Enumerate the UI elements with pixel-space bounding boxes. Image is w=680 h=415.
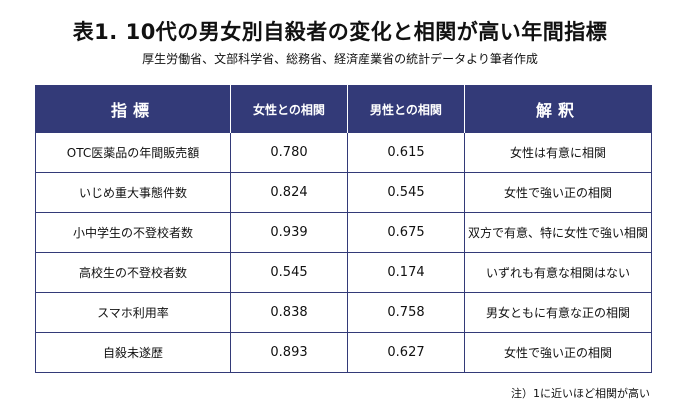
interpretation-cell: 女性は有意に相関: [464, 132, 652, 173]
table-row: 小中学生の不登校者数 0.939 0.675 双方で有意、特に女性で強い相関: [35, 212, 652, 253]
interpretation-cell: 男女ともに有意な正の相関: [464, 292, 652, 333]
interpretation-cell: いずれも有意な相関はない: [464, 252, 652, 293]
male-value-cell: 0.675: [347, 212, 465, 253]
correlation-table: 指標 女性との相関 男性との相関 解釈 OTC医薬品の年間販売額 0.780 0…: [35, 85, 652, 373]
indicator-cell: 高校生の不登校者数: [35, 252, 231, 293]
male-value-cell: 0.627: [347, 332, 465, 373]
female-value-cell: 0.824: [230, 172, 348, 213]
female-value-cell: 0.893: [230, 332, 348, 373]
indicator-cell: 小中学生の不登校者数: [35, 212, 231, 253]
indicator-cell: OTC医薬品の年間販売額: [35, 132, 231, 173]
male-value-cell: 0.615: [347, 132, 465, 173]
male-value-cell: 0.758: [347, 292, 465, 333]
table-row: スマホ利用率 0.838 0.758 男女ともに有意な正の相関: [35, 292, 652, 333]
table-subtitle: 厚生労働省、文部科学省、総務省、経済産業省の統計データより筆者作成: [142, 52, 538, 66]
female-value-cell: 0.838: [230, 292, 348, 333]
male-value-cell: 0.174: [347, 252, 465, 293]
indicator-cell: スマホ利用率: [35, 292, 231, 333]
interpretation-cell: 双方で有意、特に女性で強い相関: [464, 212, 652, 253]
male-value-cell: 0.545: [347, 172, 465, 213]
interpretation-cell: 女性で強い正の相関: [464, 172, 652, 213]
footnote: 注）1に近いほど相関が高い: [511, 387, 650, 400]
female-value-cell: 0.939: [230, 212, 348, 253]
female-value-cell: 0.545: [230, 252, 348, 293]
interpretation-cell: 女性で強い正の相関: [464, 332, 652, 373]
indicator-cell: いじめ重大事態件数: [35, 172, 231, 213]
header-male-correlation: 男性との相関: [347, 85, 465, 133]
table-title: 表1. 10代の男女別自殺者の変化と相関が高い年間指標: [72, 20, 608, 44]
header-female-correlation: 女性との相関: [230, 85, 348, 133]
table-row: 自殺未遂歴 0.893 0.627 女性で強い正の相関: [35, 332, 652, 373]
indicator-cell: 自殺未遂歴: [35, 332, 231, 373]
header-row: 指標 女性との相関 男性との相関 解釈: [35, 85, 652, 133]
header-interpretation: 解釈: [464, 85, 652, 133]
table-row: 高校生の不登校者数 0.545 0.174 いずれも有意な相関はない: [35, 252, 652, 293]
table-row: いじめ重大事態件数 0.824 0.545 女性で強い正の相関: [35, 172, 652, 213]
female-value-cell: 0.780: [230, 132, 348, 173]
header-indicator: 指標: [35, 85, 231, 133]
table-row: OTC医薬品の年間販売額 0.780 0.615 女性は有意に相関: [35, 132, 652, 173]
